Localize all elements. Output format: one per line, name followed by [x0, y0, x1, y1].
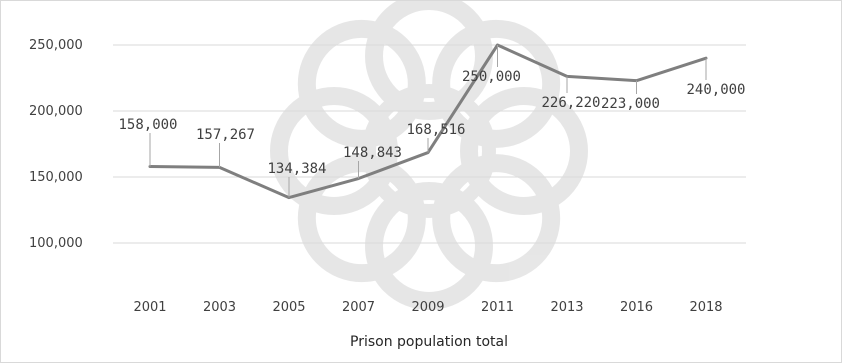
x-tick-label: 2016 — [620, 300, 653, 315]
gridlines — [113, 44, 746, 244]
data-label: 134,384 — [267, 161, 326, 177]
x-tick-label: 2013 — [550, 300, 583, 315]
x-tick-label: 2011 — [481, 300, 514, 315]
x-tick-label: 2018 — [689, 300, 722, 315]
watermark-petal — [297, 154, 426, 283]
x-tick-label: 2007 — [342, 300, 375, 315]
y-axis-ticks: 100,000 150,000 200,000 250,000 — [29, 38, 83, 251]
data-label: 223,000 — [601, 96, 660, 112]
data-label: 157,267 — [196, 127, 255, 143]
x-tick-label: 2003 — [203, 300, 236, 315]
data-label: 240,000 — [686, 82, 745, 98]
watermark-petal — [270, 87, 398, 215]
data-label: 158,000 — [118, 117, 177, 133]
y-tick-label: 100,000 — [29, 236, 83, 251]
data-label: 168,516 — [406, 122, 465, 138]
y-tick-label: 250,000 — [29, 38, 83, 53]
x-axis-title: Prison population total — [350, 334, 508, 350]
data-label: 250,000 — [462, 69, 521, 85]
x-tick-label: 2005 — [272, 300, 305, 315]
watermark-petal — [432, 154, 561, 283]
watermark-petal — [460, 87, 588, 215]
watermark-logo — [270, 1, 588, 310]
x-axis-ticks: 2001 2003 2005 2007 2009 2011 2013 2016 2018 — [133, 300, 722, 315]
watermark-petal — [297, 19, 426, 148]
x-tick-label: 2001 — [133, 300, 166, 315]
data-label: 226,220 — [541, 95, 600, 111]
y-tick-label: 150,000 — [29, 170, 83, 185]
watermark-petal — [432, 19, 561, 148]
watermark-center — [362, 84, 496, 218]
watermark-petal — [365, 182, 493, 310]
data-label: 148,843 — [343, 145, 402, 161]
y-tick-label: 200,000 — [29, 104, 83, 119]
x-tick-label: 2009 — [411, 300, 444, 315]
